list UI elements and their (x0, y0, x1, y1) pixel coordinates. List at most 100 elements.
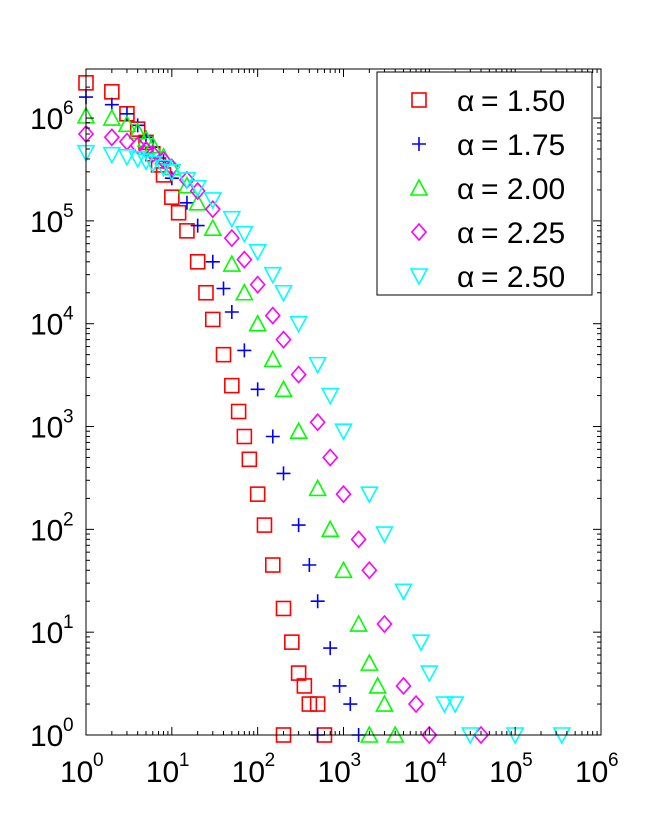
data-point (350, 530, 367, 549)
data-point (216, 281, 231, 296)
data-point (323, 641, 338, 656)
data-point (360, 653, 379, 671)
data-point (236, 250, 253, 269)
data-point (224, 377, 240, 394)
data-point (349, 614, 368, 632)
legend: α = 1.50α = 1.75α = 2.00α = 2.25α = 2.50 (376, 71, 593, 296)
y-tick-label: 10 (30, 103, 63, 136)
data-point (274, 284, 293, 303)
data-point (177, 175, 197, 194)
data-point (264, 306, 281, 325)
y-tick-exponent: 5 (63, 201, 74, 222)
data-point (136, 129, 156, 148)
x-tick-label: 10 (318, 756, 351, 789)
data-point (263, 349, 283, 368)
data-point (222, 210, 242, 229)
y-tick-exponent: 6 (63, 98, 74, 119)
data-point (376, 614, 393, 634)
data-point (284, 634, 300, 650)
data-point (421, 725, 438, 745)
data-point (310, 594, 325, 609)
data-point (291, 518, 306, 533)
data-point (290, 365, 307, 384)
data-point (154, 159, 173, 178)
x-tick-label: 10 (146, 756, 179, 789)
data-point (119, 106, 134, 121)
legend-marker (409, 178, 429, 196)
data-point (275, 600, 292, 617)
data-point (117, 114, 137, 133)
legend-alpha-symbol: α (457, 173, 474, 206)
data-point (204, 199, 221, 219)
series-0 (78, 75, 333, 743)
data-point (360, 486, 379, 504)
data-point (395, 676, 412, 696)
legend-box (376, 71, 593, 296)
data-point (375, 526, 394, 544)
data-point (170, 204, 187, 221)
data-point (102, 146, 122, 165)
data-point (130, 118, 145, 133)
data-point (322, 448, 339, 467)
data-point (264, 557, 281, 573)
data-point (320, 519, 340, 538)
data-point (203, 218, 223, 236)
data-point (445, 696, 465, 714)
data-point (361, 561, 378, 580)
data-point (302, 558, 317, 573)
x-tick-exponent: 3 (351, 750, 362, 771)
data-point (394, 583, 413, 601)
y-tick-exponent: 4 (63, 304, 74, 325)
x-tick-exponent: 1 (179, 750, 190, 771)
data-point (162, 164, 182, 182)
data-point (102, 108, 122, 126)
data-point (375, 694, 394, 712)
data-point (435, 696, 454, 714)
y-tick-label: 10 (30, 617, 63, 650)
y-tick-exponent: 1 (63, 612, 74, 633)
data-point (265, 429, 280, 444)
data-point (179, 223, 195, 239)
x-tick-label: 10 (60, 756, 93, 789)
legend-entry: α = 2.00 (409, 173, 565, 206)
data-point (223, 228, 240, 248)
legend-label: = 2.50 (481, 261, 565, 294)
y-tick-label: 10 (30, 514, 63, 547)
x-tick-exponent: 2 (265, 750, 276, 771)
data-point (275, 330, 292, 349)
data-point (188, 193, 208, 211)
data-point (308, 356, 327, 375)
legend-label: = 1.75 (481, 129, 565, 162)
data-point (248, 314, 268, 332)
y-tick-label: 10 (30, 412, 63, 445)
data-point (235, 283, 254, 301)
data-point (309, 413, 326, 432)
x-tick-label: 10 (403, 756, 436, 789)
legend-label: = 2.25 (481, 217, 565, 250)
data-point (189, 254, 206, 270)
data-point (335, 484, 352, 504)
data-point (235, 225, 254, 244)
legend-entry: α = 1.75 (412, 129, 565, 162)
data-point (334, 423, 353, 441)
data-point (222, 254, 242, 272)
legend-alpha-symbol: α (457, 85, 474, 118)
data-point (204, 311, 221, 328)
data-point (290, 665, 307, 681)
data-point (250, 382, 265, 397)
data-point (308, 478, 327, 497)
x-tick-exponent: 6 (608, 750, 619, 771)
legend-alpha-symbol: α (457, 217, 474, 250)
y-tick-exponent: 0 (63, 715, 74, 736)
data-point (276, 466, 291, 481)
legend-label: = 1.50 (481, 85, 565, 118)
x-tick-exponent: 0 (93, 750, 104, 771)
data-point (289, 421, 308, 440)
data-point (164, 189, 180, 205)
x-tick-label: 10 (232, 756, 265, 789)
x-tick-label: 10 (489, 756, 522, 789)
y-tick-label: 10 (30, 309, 63, 342)
data-point (301, 696, 318, 712)
legend-marker (412, 137, 426, 151)
